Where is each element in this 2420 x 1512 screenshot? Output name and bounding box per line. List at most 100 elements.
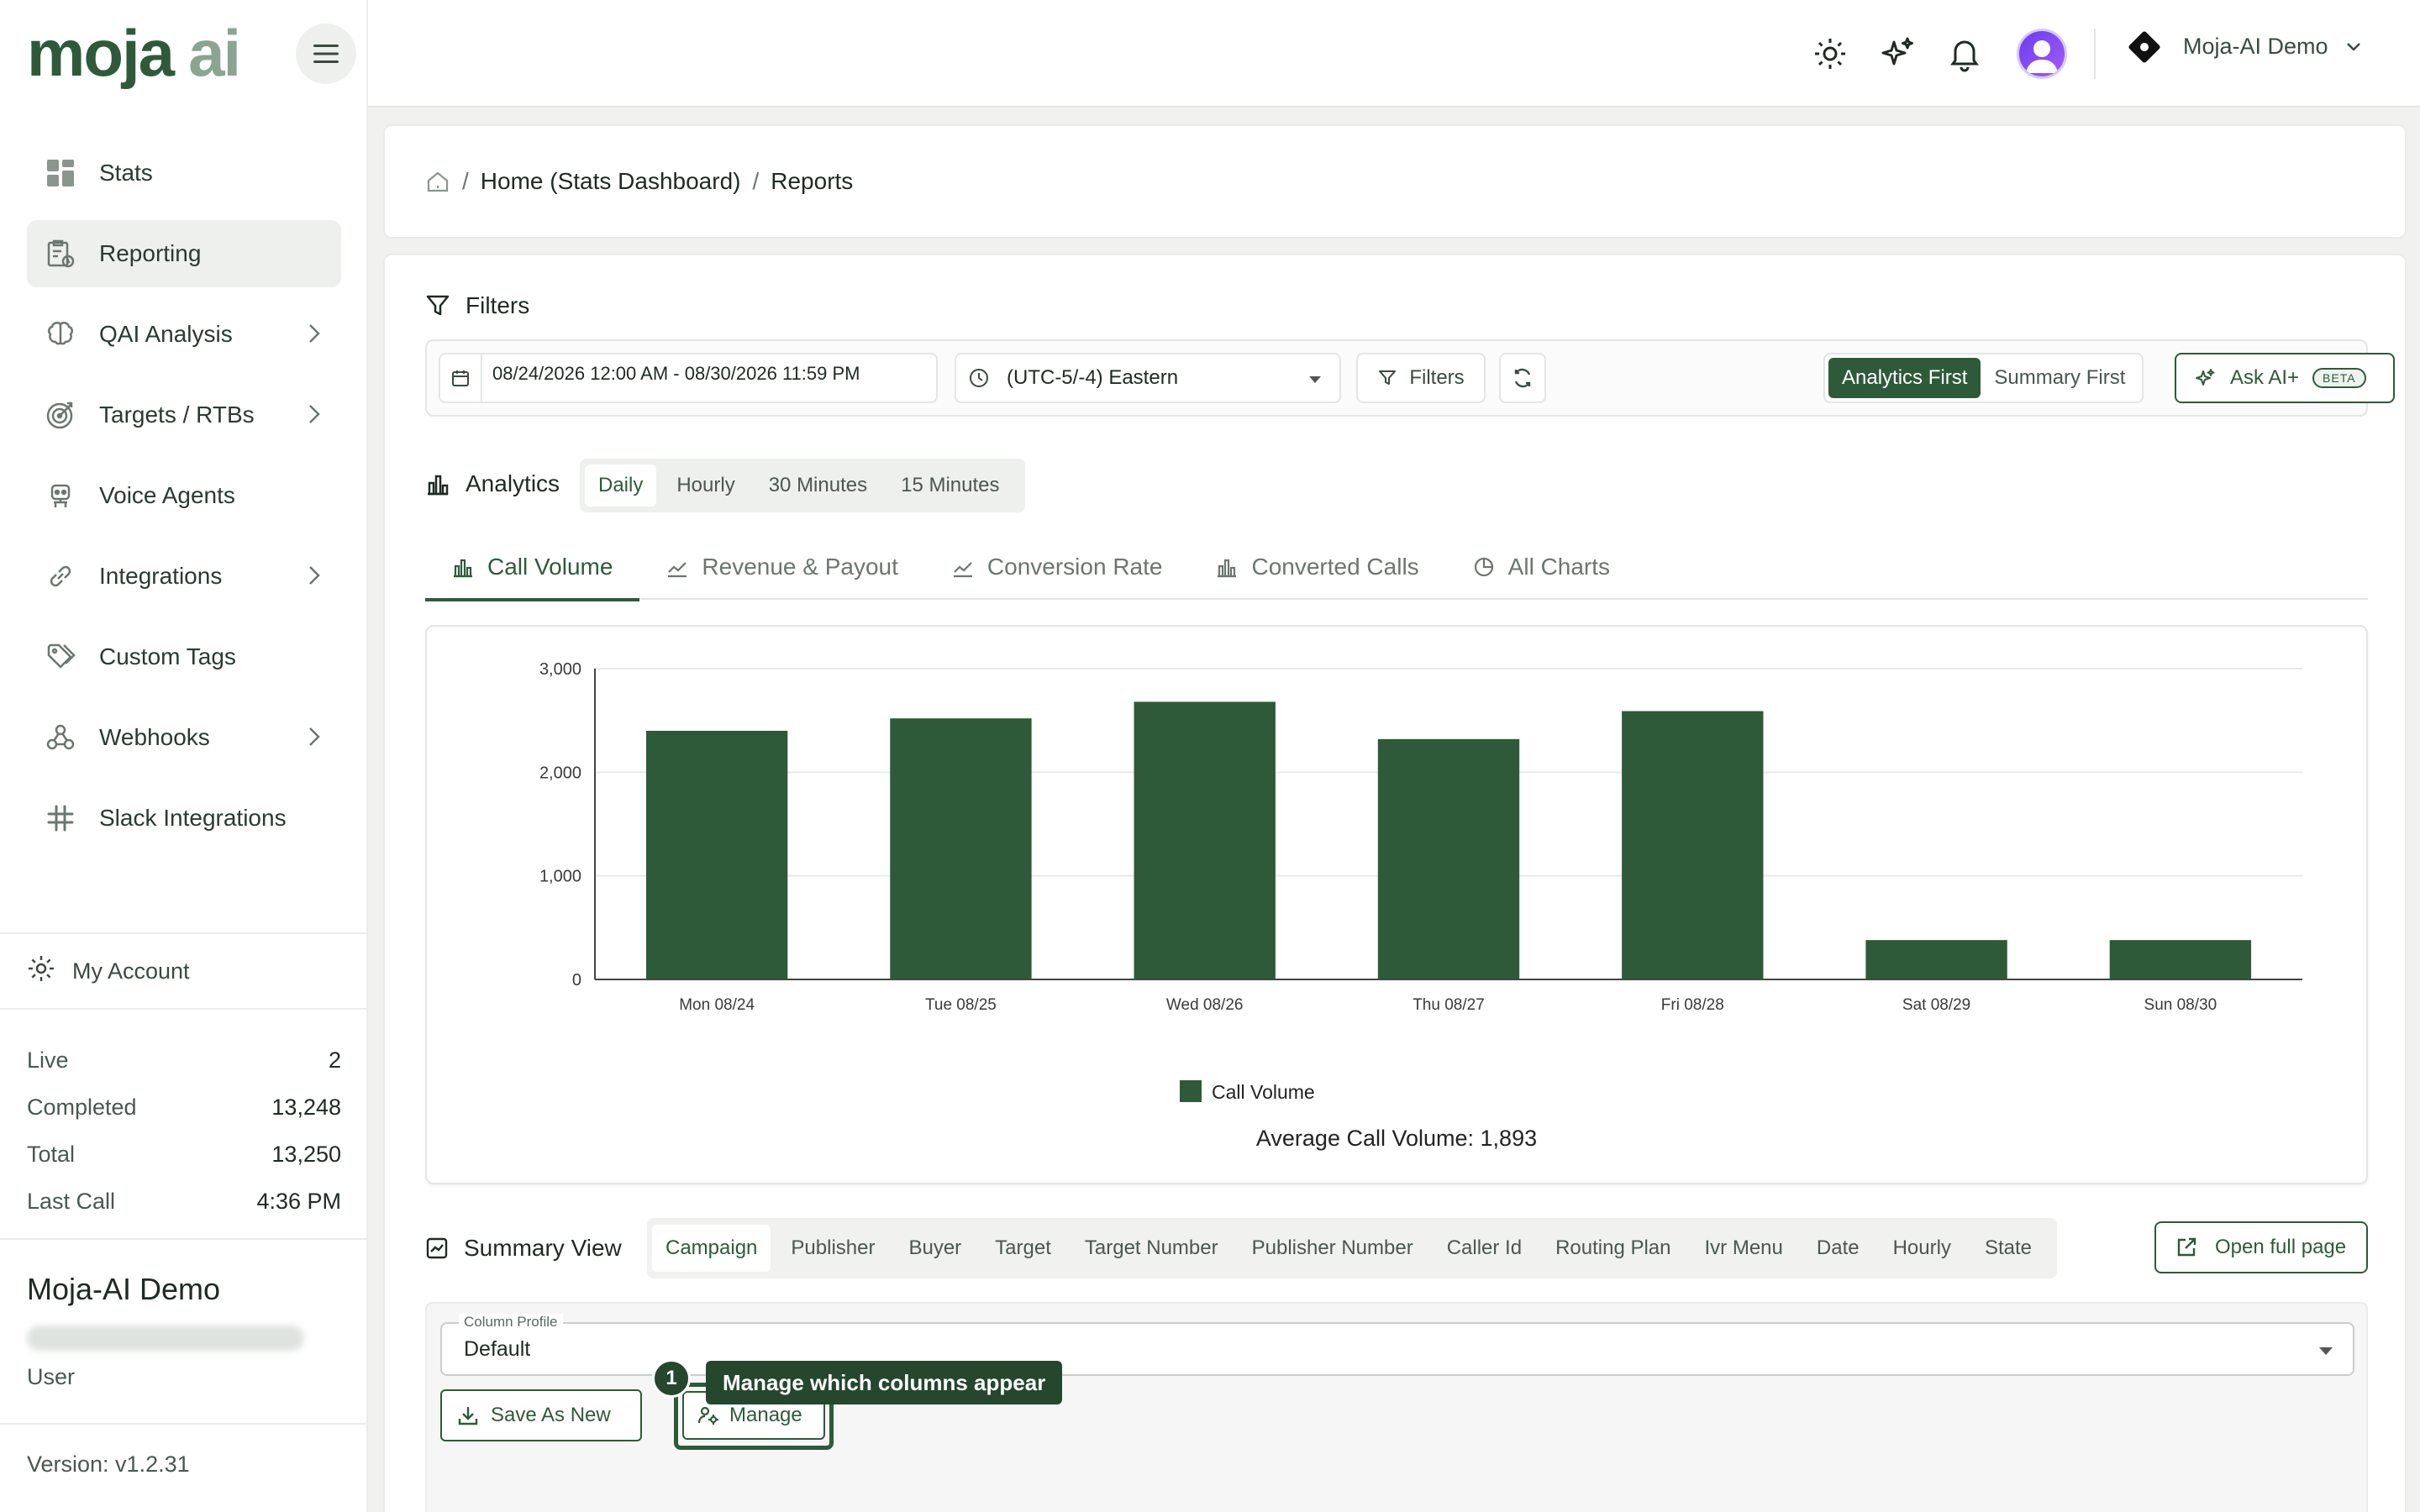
my-account-link[interactable]: My Account bbox=[27, 954, 190, 989]
stat-value: 13,248 bbox=[271, 1094, 341, 1120]
notifications-button[interactable] bbox=[1939, 29, 1990, 79]
tab-routing-plan[interactable]: Routing Plan bbox=[1555, 1236, 1671, 1259]
tab-caller-id[interactable]: Caller Id bbox=[1446, 1236, 1523, 1259]
chevron-down-icon bbox=[2346, 42, 2360, 51]
sidebar-item-qai-analysis[interactable]: QAI Analysis bbox=[27, 301, 341, 368]
tab-ivr-menu[interactable]: Ivr Menu bbox=[1704, 1236, 1783, 1259]
open-full-page-button[interactable]: Open full page bbox=[2154, 1221, 2368, 1273]
view-order-toggle: Analytics First Summary First bbox=[1823, 353, 2144, 403]
tab-target-number[interactable]: Target Number bbox=[1084, 1236, 1218, 1259]
sidebar-item-webhooks[interactable]: Webhooks bbox=[27, 704, 341, 771]
column-profile-value: Default bbox=[464, 1336, 531, 1361]
sidebar-item-integrations[interactable]: Integrations bbox=[27, 543, 341, 610]
filter-bar: 08/24/2026 12:00 AM - 08/30/2026 11:59 P… bbox=[425, 339, 2395, 417]
funnel-icon bbox=[425, 293, 450, 318]
tab-revenue-payout[interactable]: Revenue & Payout bbox=[639, 534, 925, 600]
menu-toggle-button[interactable] bbox=[296, 24, 356, 84]
clock-icon bbox=[968, 367, 990, 389]
user-role: User bbox=[27, 1364, 76, 1389]
tab-converted-calls[interactable]: Converted Calls bbox=[1189, 534, 1445, 600]
sidebar-item-reporting[interactable]: Reporting bbox=[27, 220, 341, 287]
ask-ai-button[interactable]: Ask AI+ BETA bbox=[2175, 353, 2395, 403]
date-range-picker[interactable]: 08/24/2026 12:00 AM - 08/30/2026 11:59 P… bbox=[439, 353, 938, 403]
granularity-30-minutes[interactable]: 30 Minutes bbox=[768, 474, 868, 496]
link-icon bbox=[44, 559, 77, 593]
call-volume-bar-chart: 0 1,000 2,000 3,000 Mon 08/24 Tue 08/25 Wed 08… bbox=[539, 660, 2302, 1151]
line-chart-icon bbox=[952, 556, 974, 578]
tab-state[interactable]: State bbox=[1984, 1236, 2032, 1259]
sidebar-item-custom-tags[interactable]: Custom Tags bbox=[27, 623, 341, 690]
sidebar-item-label: Webhooks bbox=[99, 724, 210, 750]
tour-tooltip: Manage which columns appear bbox=[706, 1361, 1063, 1404]
sidebar-item-targets-rtbs[interactable]: Targets / RTBs bbox=[27, 381, 341, 449]
sun-icon bbox=[1815, 39, 1845, 69]
analytics-first-option[interactable]: Analytics First bbox=[1828, 358, 1981, 398]
report-icon bbox=[44, 237, 77, 270]
sidebar-item-slack-integrations[interactable]: Slack Integrations bbox=[27, 785, 341, 852]
breadcrumb-separator: / bbox=[462, 168, 469, 194]
topbar-divider bbox=[2094, 29, 2096, 79]
bell-icon bbox=[1950, 40, 1979, 72]
ai-sparkles-button[interactable] bbox=[1872, 29, 1923, 79]
granularity-15-minutes[interactable]: 15 Minutes bbox=[901, 474, 1000, 496]
date-range-value: 08/24/2026 12:00 AM - 08/30/2026 11:59 P… bbox=[492, 363, 860, 384]
sidebar-item-label: Targets / RTBs bbox=[99, 402, 255, 428]
summary-first-option[interactable]: Summary First bbox=[1994, 366, 2126, 389]
bar-chart-icon bbox=[1216, 556, 1238, 578]
y-tick-label: 1,000 bbox=[539, 868, 581, 886]
home-icon[interactable] bbox=[425, 169, 450, 194]
breadcrumb-separator: / bbox=[752, 168, 760, 194]
sidebar-item-label: Stats bbox=[99, 160, 153, 186]
brand-word-moja: moja bbox=[27, 15, 175, 90]
refresh-button[interactable] bbox=[1499, 353, 1546, 403]
tab-buyer[interactable]: Buyer bbox=[908, 1236, 962, 1259]
sidebar-item-voice-agents[interactable]: Voice Agents bbox=[27, 462, 341, 529]
granularity-hourly[interactable]: Hourly bbox=[676, 474, 735, 496]
org-email-redacted bbox=[27, 1326, 304, 1351]
granularity-toggle: Daily Hourly 30 Minutes 15 Minutes bbox=[580, 459, 1025, 512]
y-tick-label: 2,000 bbox=[539, 764, 581, 782]
analytics-heading: Analytics bbox=[425, 470, 560, 497]
theme-toggle-button[interactable] bbox=[1805, 29, 1855, 79]
summary-controls: Column Profile Default Save As New Manag… bbox=[425, 1302, 2368, 1512]
brain-icon bbox=[44, 318, 77, 351]
tab-hourly[interactable]: Hourly bbox=[1892, 1236, 1951, 1259]
user-gear-icon bbox=[697, 1404, 719, 1426]
x-tick-label: Fri 08/28 bbox=[1661, 996, 1724, 1014]
tab-campaign[interactable]: Campaign bbox=[652, 1225, 771, 1272]
filters-button[interactable]: Filters bbox=[1356, 353, 1486, 403]
tab-publisher[interactable]: Publisher bbox=[791, 1236, 876, 1259]
call-volume-chart: 0 1,000 2,000 3,000 Mon 08/24 Tue 08/25 Wed 08… bbox=[425, 625, 2368, 1184]
stat-last-call: Last Call 4:36 PM bbox=[27, 1178, 341, 1225]
breadcrumb-home-link[interactable]: Home (Stats Dashboard) bbox=[480, 168, 741, 194]
save-as-new-button[interactable]: Save As New bbox=[440, 1389, 642, 1441]
sparkles-icon bbox=[2195, 368, 2215, 388]
sidebar-item-label: QAI Analysis bbox=[99, 321, 233, 347]
beta-badge: BETA bbox=[2312, 368, 2366, 388]
stat-label: Completed bbox=[27, 1094, 137, 1120]
my-account-label: My Account bbox=[72, 958, 190, 984]
sidebar-item-stats[interactable]: Stats bbox=[27, 139, 341, 207]
timezone-select[interactable]: (UTC-5/-4) Eastern bbox=[955, 353, 1341, 403]
tab-conversion-rate[interactable]: Conversion Rate bbox=[925, 534, 1190, 600]
brand-logo[interactable]: moja ai bbox=[27, 15, 241, 91]
org-name: Moja-AI Demo bbox=[27, 1272, 221, 1306]
org-switcher[interactable]: Moja-AI Demo bbox=[2128, 29, 2362, 64]
chevron-right-icon bbox=[309, 727, 320, 746]
bar bbox=[2109, 940, 2252, 979]
tab-call-volume[interactable]: Call Volume bbox=[425, 534, 640, 601]
granularity-daily[interactable]: Daily bbox=[585, 465, 657, 507]
sidebar-item-label: Custom Tags bbox=[99, 643, 236, 669]
tab-label: Converted Calls bbox=[1251, 554, 1419, 580]
robot-icon bbox=[44, 479, 77, 512]
stat-total: Total 13,250 bbox=[27, 1131, 341, 1178]
x-tick-label: Tue 08/25 bbox=[925, 996, 997, 1014]
tab-target[interactable]: Target bbox=[995, 1236, 1051, 1259]
avatar[interactable] bbox=[2017, 29, 2067, 79]
funnel-icon bbox=[1379, 370, 1397, 385]
tab-date[interactable]: Date bbox=[1816, 1236, 1860, 1259]
sidebar-divider bbox=[0, 1238, 368, 1240]
tab-label: All Charts bbox=[1507, 554, 1611, 580]
tab-publisher-number[interactable]: Publisher Number bbox=[1251, 1236, 1413, 1259]
tab-all-charts[interactable]: All Charts bbox=[1446, 534, 1637, 600]
